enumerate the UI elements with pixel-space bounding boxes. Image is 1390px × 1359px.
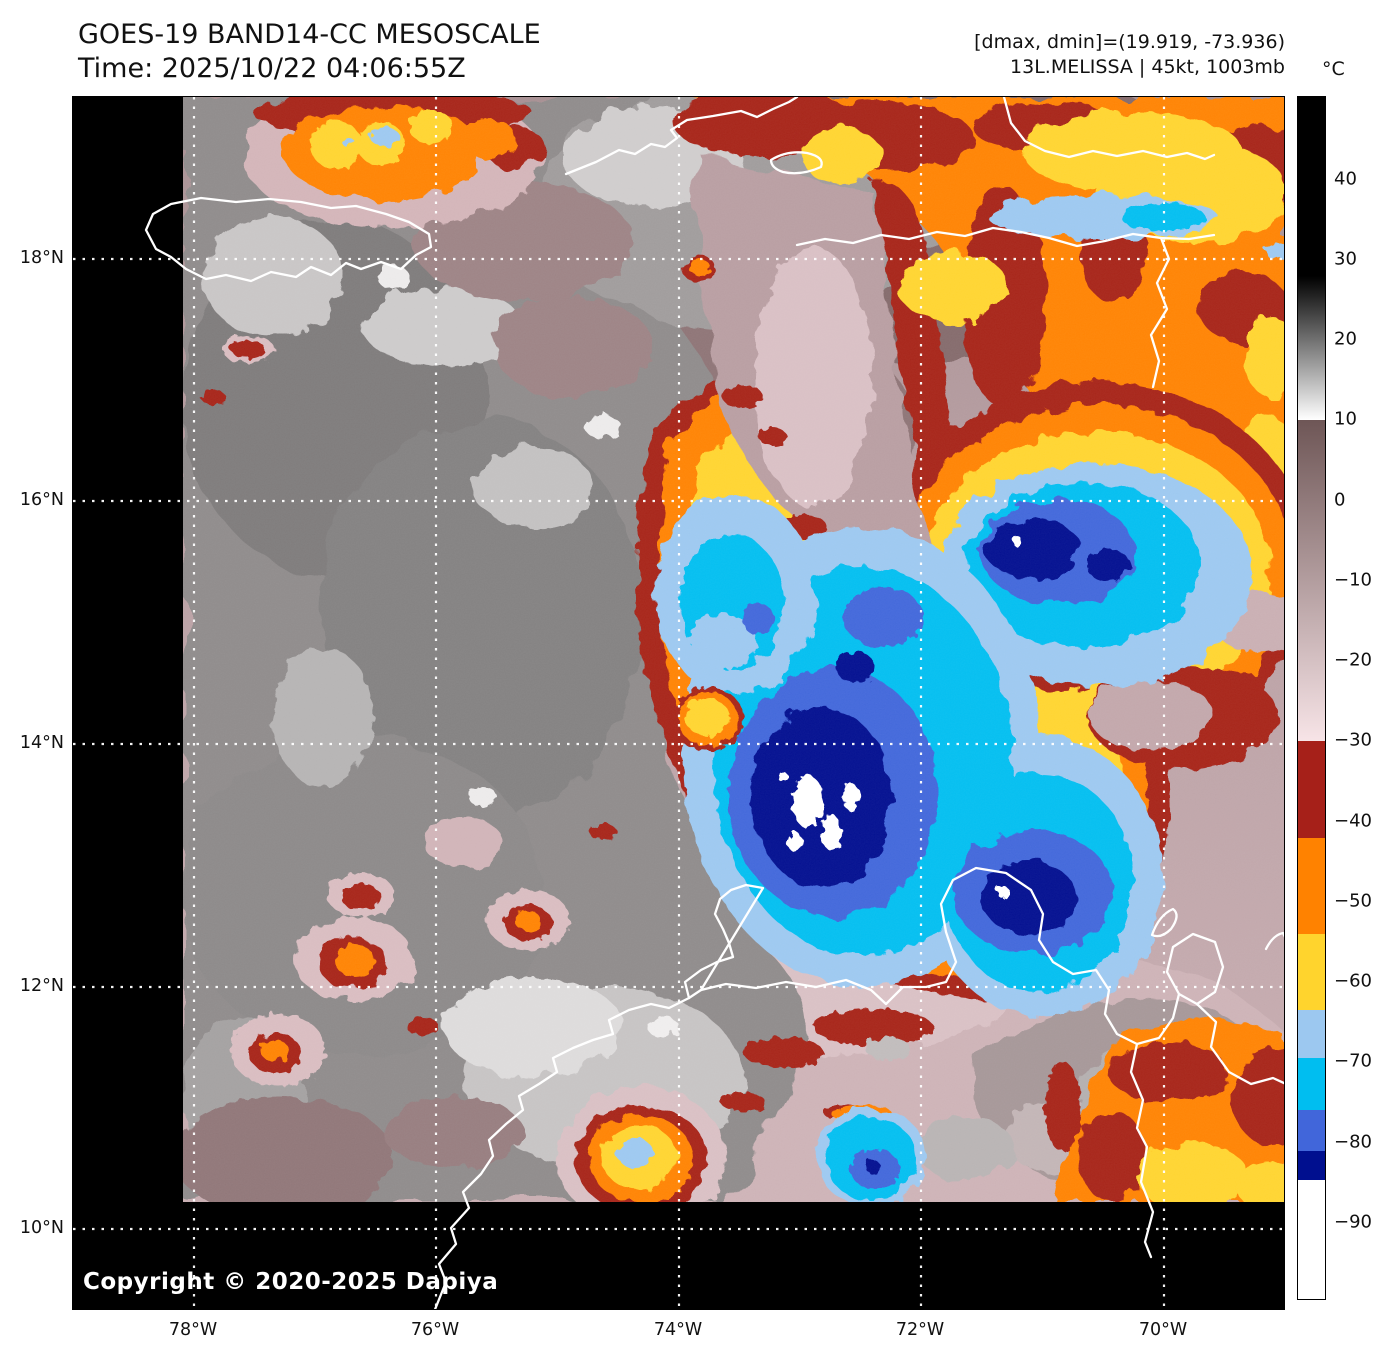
colorbar-tick-label: −80 <box>1334 1131 1372 1153</box>
colorbar-tick-label: −30 <box>1334 729 1372 751</box>
page-title: GOES-19 BAND14-CC MESOSCALE Time: 2025/1… <box>78 18 541 86</box>
lon-tick-72w: 72°W <box>895 1320 945 1340</box>
colorbar-unit-label: °C <box>1322 58 1345 80</box>
lon-tick-78w: 78°W <box>168 1320 218 1340</box>
coastlines <box>144 97 1284 1309</box>
colorbar-segment <box>1298 741 1325 838</box>
colorbar-tick-label: −90 <box>1334 1211 1372 1233</box>
colorbar-tick-label: −50 <box>1334 890 1372 912</box>
colorbar-segment <box>1298 1150 1325 1181</box>
lat-tick-10n: 10°N <box>19 1218 64 1238</box>
annotation-dmax-dmin: [dmax, dmin]=(19.919, -73.936) <box>974 31 1285 53</box>
annotation-storm-info: 13L.MELISSA | 45kt, 1003mb <box>1010 56 1285 78</box>
colorbar-tick-label: −60 <box>1334 970 1372 992</box>
lon-tick-70w: 70°W <box>1138 1320 1188 1340</box>
colorbar-tick-label: −70 <box>1334 1050 1372 1072</box>
map-frame: Copyright © 2020-2025 Dapiya <box>72 96 1285 1310</box>
colorbar-tick-label: 0 <box>1334 489 1346 511</box>
colorbar-tick-label: 20 <box>1334 328 1357 350</box>
lat-tick-12n: 12°N <box>19 976 64 996</box>
title-line-1: GOES-19 BAND14-CC MESOSCALE <box>78 19 541 50</box>
satellite-imagery <box>183 97 1284 1202</box>
colorbar-tick-labels: 40 30 20 10 0 −10 −20 −30 −40 −50 −60 −70 −80 −90 <box>1334 96 1390 1298</box>
colorbar-segment <box>1298 1010 1325 1059</box>
colorbar-segment <box>1298 837 1325 934</box>
colorbar-tick-label: −10 <box>1334 569 1372 591</box>
colorbar-segment <box>1298 420 1325 742</box>
colorbar-segment <box>1298 275 1325 421</box>
pixel-grain <box>183 97 1284 1202</box>
lon-tick-76w: 76°W <box>410 1320 460 1340</box>
colorbar-segment <box>1298 1110 1325 1151</box>
colorbar-segment <box>1298 97 1325 276</box>
lat-tick-16n: 16°N <box>19 490 64 510</box>
colorbar-tick-label: −20 <box>1334 649 1372 671</box>
colorbar-segment <box>1298 1058 1325 1111</box>
colorbar-tick-label: 10 <box>1334 408 1357 430</box>
colorbar-segment <box>1298 933 1325 1011</box>
colorbar-segment <box>1298 1180 1325 1299</box>
title-line-2: Time: 2025/10/22 04:06:55Z <box>78 53 466 84</box>
lat-tick-18n: 18°N <box>19 248 64 268</box>
colorbar-tick-label: 40 <box>1334 168 1357 190</box>
lat-tick-14n: 14°N <box>19 733 64 753</box>
map-overlay <box>73 97 1284 1309</box>
storm-annotation: [dmax, dmin]=(19.919, -73.936) 13L.MELIS… <box>974 30 1285 80</box>
colorbar-tick-label: −40 <box>1334 810 1372 832</box>
lon-tick-74w: 74°W <box>653 1320 703 1340</box>
colorbar-tick-label: 30 <box>1334 248 1357 270</box>
temperature-colorbar <box>1297 96 1326 1300</box>
copyright-notice: Copyright © 2020-2025 Dapiya <box>83 1269 499 1295</box>
